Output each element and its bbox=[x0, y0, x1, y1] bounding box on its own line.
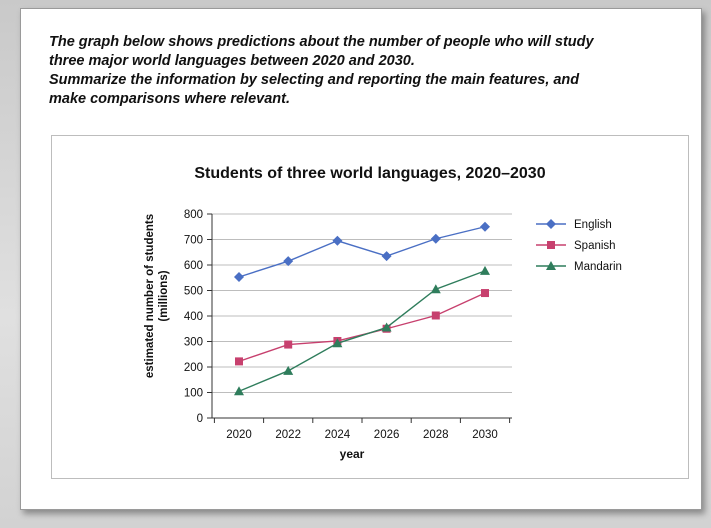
figure-card: The graph below shows predictions about … bbox=[20, 8, 702, 510]
y-axis-label-line1: estimated number of students bbox=[144, 214, 156, 378]
gridlines bbox=[212, 213, 512, 393]
spanish-point bbox=[431, 311, 440, 320]
legend-item-english: English bbox=[536, 219, 612, 231]
series-group bbox=[234, 221, 490, 396]
mandarin-point bbox=[381, 322, 392, 332]
y-tick-label: 500 bbox=[184, 286, 203, 298]
chart-container: Students of three world languages, 2020–… bbox=[51, 135, 689, 479]
y-tick-label: 800 bbox=[184, 209, 203, 221]
english-point bbox=[234, 271, 244, 282]
mandarin-point bbox=[234, 386, 244, 396]
spanish-point bbox=[235, 357, 243, 366]
legend-marker bbox=[546, 261, 556, 270]
legend-label: English bbox=[574, 219, 612, 231]
task-prompt: The graph below shows predictions about … bbox=[49, 33, 689, 109]
task-line-1: The graph below shows predictions about … bbox=[49, 34, 594, 50]
x-tick-label: 2028 bbox=[423, 429, 449, 441]
legend: English Spanish Mandarin bbox=[536, 219, 622, 273]
mandarin-point bbox=[283, 365, 294, 375]
series-spanish bbox=[235, 289, 489, 366]
x-axis-label: year bbox=[340, 447, 365, 461]
chart-title: Students of three world languages, 2020–… bbox=[194, 165, 545, 182]
series-english bbox=[234, 221, 490, 282]
series-mandarin bbox=[234, 265, 490, 396]
legend-label: Mandarin bbox=[574, 261, 622, 273]
y-tick-label: 400 bbox=[184, 311, 203, 323]
y-tick-label: 100 bbox=[184, 388, 203, 400]
x-tick-label: 2022 bbox=[275, 429, 301, 441]
spanish-point bbox=[284, 340, 293, 349]
legend-item-spanish: Spanish bbox=[536, 240, 616, 252]
spanish-line bbox=[238, 292, 486, 363]
english-point bbox=[332, 235, 343, 246]
x-tick-label: 2020 bbox=[226, 429, 252, 441]
x-tick-label: 2026 bbox=[374, 429, 400, 441]
x-tick-label: 2030 bbox=[472, 429, 498, 441]
english-point bbox=[430, 233, 441, 244]
mandarin-point bbox=[430, 284, 441, 294]
legend-marker bbox=[546, 219, 556, 229]
y-tick-label: 0 bbox=[197, 413, 203, 425]
y-tick-label: 300 bbox=[184, 337, 203, 349]
legend-label: Spanish bbox=[574, 240, 616, 252]
english-point bbox=[283, 256, 294, 267]
axes: 0 100 200 300 400 500 600 700 800 2020 2022 2024 202… bbox=[184, 209, 512, 441]
legend-marker bbox=[547, 241, 555, 249]
task-line-3: Summarize the information by selecting a… bbox=[49, 72, 580, 88]
mandarin-point bbox=[332, 338, 343, 348]
y-tick-label: 700 bbox=[184, 235, 203, 247]
mandarin-point bbox=[480, 265, 490, 275]
english-point bbox=[480, 221, 490, 232]
line-chart: Students of three world languages, 2020–… bbox=[144, 165, 622, 461]
legend-item-mandarin: Mandarin bbox=[536, 261, 622, 273]
y-tick-label: 600 bbox=[184, 260, 203, 272]
english-point bbox=[381, 251, 392, 262]
x-tick-label: 2024 bbox=[325, 429, 351, 441]
spanish-point bbox=[481, 289, 489, 298]
english-line bbox=[238, 226, 486, 278]
y-axis-label-line2: (millions) bbox=[158, 270, 170, 321]
y-tick-label: 200 bbox=[184, 362, 203, 374]
task-line-4: make comparisons where relevant. bbox=[49, 91, 290, 107]
mandarin-line bbox=[238, 270, 486, 392]
task-line-2: three major world languages between 2020… bbox=[49, 53, 415, 69]
